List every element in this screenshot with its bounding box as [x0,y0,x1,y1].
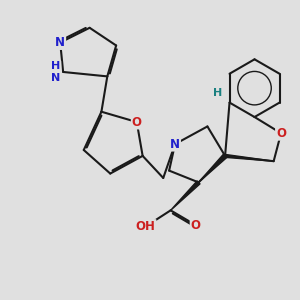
Polygon shape [225,154,274,161]
Polygon shape [199,154,227,182]
Text: N: N [170,138,180,151]
Text: H
N: H N [51,61,60,83]
Text: O: O [276,127,286,140]
Text: O: O [132,116,142,128]
Text: N: N [55,36,65,49]
Polygon shape [171,181,200,210]
Text: H: H [212,88,222,98]
Text: OH: OH [136,220,155,233]
Text: O: O [190,219,201,232]
